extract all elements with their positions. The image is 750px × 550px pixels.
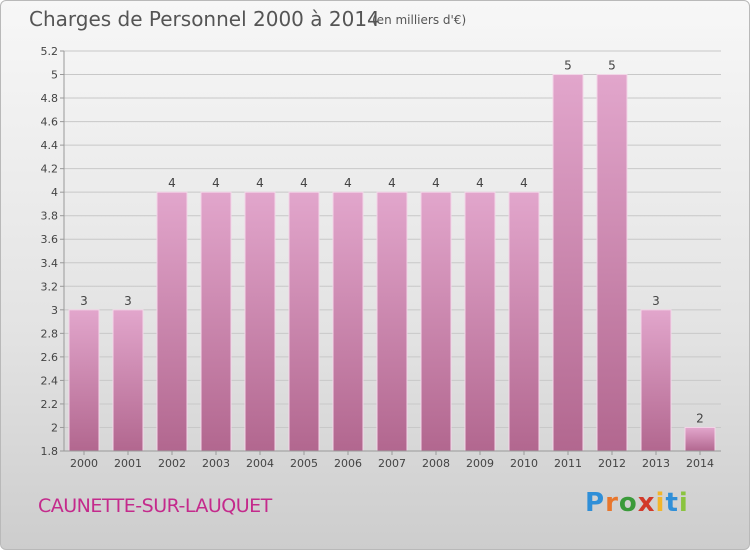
bar bbox=[640, 309, 672, 452]
x-tick-label: 2003 bbox=[202, 457, 230, 470]
bar bbox=[596, 74, 628, 452]
bar bbox=[684, 426, 716, 452]
logo-letter: x bbox=[637, 488, 656, 518]
data-label: 3 bbox=[124, 294, 132, 308]
y-tick-label: 2 bbox=[51, 421, 58, 434]
y-tick-label: 3.4 bbox=[41, 257, 59, 270]
bar bbox=[464, 191, 496, 452]
axes: 1.8 2 2.2 2.4 2.6 2.8 3 3.2 3.4 3.6 3.8 4 4.2 4.4 4.6 4… bbox=[41, 45, 721, 470]
logo-letter: P bbox=[585, 488, 606, 518]
data-label: 4 bbox=[256, 176, 264, 190]
x-tick-label: 2010 bbox=[510, 457, 538, 470]
city-name: CAUNETTE-SUR-LAUQUET bbox=[38, 495, 272, 517]
bar bbox=[552, 74, 584, 452]
y-tick-label: 5 bbox=[51, 69, 58, 82]
x-tick-label: 2004 bbox=[246, 457, 274, 470]
bar bbox=[376, 191, 408, 452]
chart-subtitle: (en milliers d'€) bbox=[372, 13, 467, 27]
data-label: 4 bbox=[388, 176, 396, 190]
data-label: 4 bbox=[520, 176, 528, 190]
x-tick-label: 2002 bbox=[158, 457, 186, 470]
bar bbox=[508, 191, 540, 452]
x-tick-label: 2012 bbox=[598, 457, 626, 470]
data-label: 4 bbox=[344, 176, 352, 190]
data-label: 4 bbox=[476, 176, 484, 190]
chart-title: Charges de Personnel 2000 à 2014 bbox=[29, 7, 380, 31]
data-label: 4 bbox=[300, 176, 308, 190]
y-tick-label: 5.2 bbox=[41, 45, 59, 58]
data-label: 4 bbox=[432, 176, 440, 190]
x-tick-label: 2013 bbox=[642, 457, 670, 470]
y-tick-label: 4.6 bbox=[41, 116, 59, 129]
data-label: 5 bbox=[608, 59, 616, 73]
x-tick-label: 2008 bbox=[422, 457, 450, 470]
y-tick-label: 4.8 bbox=[41, 92, 59, 105]
x-tick-label: 2001 bbox=[114, 457, 142, 470]
logo-letter: r bbox=[605, 488, 619, 518]
bar bbox=[112, 309, 144, 452]
y-tick-label: 2.2 bbox=[41, 398, 59, 411]
x-tick-label: 2005 bbox=[290, 457, 318, 470]
bars bbox=[68, 74, 716, 452]
data-label: 5 bbox=[564, 59, 572, 73]
logo-letter: t bbox=[665, 488, 679, 518]
y-tick-label: 2.6 bbox=[41, 351, 59, 364]
x-tick-label: 2007 bbox=[378, 457, 406, 470]
logo-letter: i bbox=[655, 488, 666, 518]
logo-letter: i bbox=[678, 488, 689, 518]
data-label: 4 bbox=[212, 176, 220, 190]
y-tick-label: 4 bbox=[51, 186, 58, 199]
x-tick-label: 2009 bbox=[466, 457, 494, 470]
y-tick-label: 3 bbox=[51, 304, 58, 317]
bar bbox=[332, 191, 364, 452]
y-tick-label: 2.4 bbox=[41, 374, 59, 387]
x-tick-label: 2000 bbox=[70, 457, 98, 470]
bar bbox=[156, 191, 188, 452]
bar bbox=[288, 191, 320, 452]
y-tick-label: 3.8 bbox=[41, 210, 59, 223]
proxiti-logo: Proxiti bbox=[585, 488, 689, 518]
bar bbox=[244, 191, 276, 452]
bar bbox=[420, 191, 452, 452]
data-label: 4 bbox=[168, 176, 176, 190]
data-label: 3 bbox=[80, 294, 88, 308]
x-tick-label: 2014 bbox=[686, 457, 714, 470]
y-tick-label: 1.8 bbox=[41, 445, 59, 458]
data-label: 3 bbox=[652, 294, 660, 308]
logo-letter: o bbox=[618, 488, 638, 518]
y-tick-label: 3.2 bbox=[41, 280, 59, 293]
bar bbox=[200, 191, 232, 452]
x-tick-label: 2006 bbox=[334, 457, 362, 470]
x-tick-label: 2011 bbox=[554, 457, 582, 470]
bar bbox=[68, 309, 100, 452]
y-tick-label: 2.8 bbox=[41, 327, 59, 340]
data-labels: 3 3 4 4 4 4 4 4 4 4 4 5 5 3 2 bbox=[80, 59, 704, 426]
data-label: 2 bbox=[696, 411, 704, 425]
y-tick-label: 4.4 bbox=[41, 139, 59, 152]
y-tick-label: 3.6 bbox=[41, 233, 59, 246]
y-tick-label: 4.2 bbox=[41, 163, 59, 176]
